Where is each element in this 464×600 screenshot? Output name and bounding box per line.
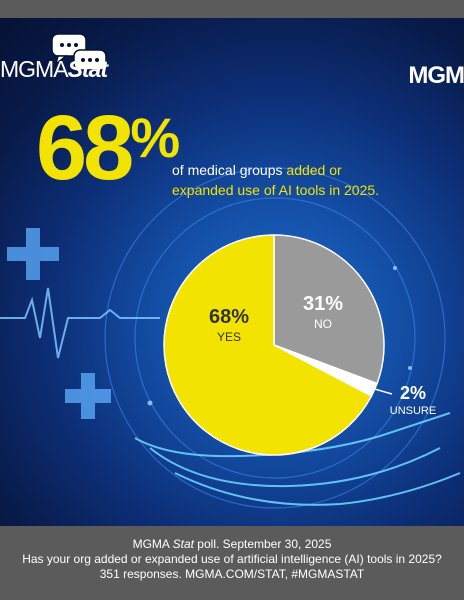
footer-line-1-a: MGMA xyxy=(132,537,173,551)
big-percent-sign: % xyxy=(130,106,181,169)
big-number: 68 xyxy=(36,97,134,199)
brand-right: Stat xyxy=(67,56,108,82)
pie-labels: 68% YES 31% NO 2% UNSURE xyxy=(209,293,436,417)
footer-line-1: MGMA Stat poll. September 30, 2025 xyxy=(0,537,464,552)
pie-leader-line-unsure xyxy=(368,386,393,395)
mgma-logo: MGM xyxy=(408,62,464,89)
pie-chart: 68% YES 31% NO 2% UNSURE xyxy=(163,234,436,456)
mgma-stat-brand: MGMAStat xyxy=(0,56,108,90)
pie-slice-no xyxy=(273,234,385,385)
headline-highlight-2: expanded use of AI tools in 2025. xyxy=(172,182,380,198)
medical-cross-icon-small xyxy=(65,373,111,419)
medical-cross-icon-large xyxy=(7,228,59,280)
headline-highlight-1: added or xyxy=(286,162,342,178)
pie-value-label-yes: 68% xyxy=(209,306,249,328)
footer-line-1-c: poll. September 30, 2025 xyxy=(193,537,332,551)
pie-category-label-no: NO xyxy=(314,317,332,331)
big-percentage: 68% xyxy=(36,102,180,194)
heartbeat-line-icon xyxy=(0,287,160,359)
speech-bubble-dots xyxy=(60,43,99,62)
speech-bubbles-icon xyxy=(51,33,107,77)
pie-slices xyxy=(163,234,385,456)
pie-category-label-unsure: UNSURE xyxy=(390,405,436,417)
headline-plain: of medical groups xyxy=(172,162,287,178)
decor-ring-outer xyxy=(104,167,446,509)
pie-slice-yes xyxy=(163,234,373,456)
top-strip xyxy=(0,0,464,18)
headline-text: of medical groups added or expanded use … xyxy=(172,160,452,200)
pie-category-label-yes: YES xyxy=(217,330,241,344)
main-panel: 68% YES 31% NO 2% UNSURE xyxy=(0,18,464,526)
footer-line-3: 351 responses. MGMA.COM/STAT, #MGMASTAT xyxy=(99,567,365,581)
sparkle-icons xyxy=(147,266,412,406)
footer-line-2: Has your org added or expanded use of ar… xyxy=(22,552,442,566)
footer-line-1-b: Stat xyxy=(172,537,194,551)
decor-ring-inner xyxy=(134,197,416,479)
medical-background-decor xyxy=(0,33,461,509)
brand-left: MGMA xyxy=(0,56,69,82)
pie-value-label-no: 31% xyxy=(303,293,343,315)
pie-value-label-unsure: 2% xyxy=(400,383,426,403)
footer: MGMA Stat poll. September 30, 2025 Has y… xyxy=(0,526,464,600)
